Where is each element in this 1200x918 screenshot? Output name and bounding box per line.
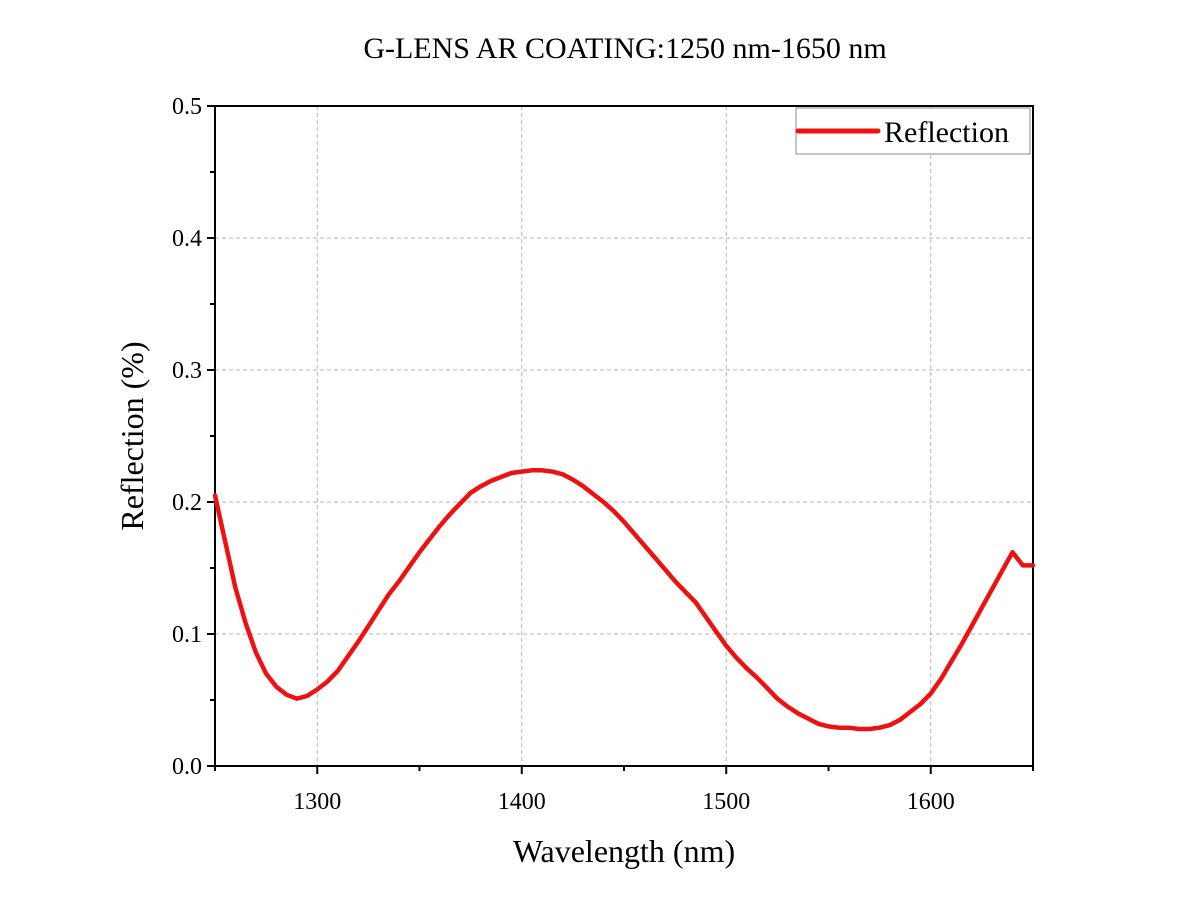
x-tick-label: 1400 xyxy=(498,789,546,815)
x-axis-title: Wavelength (nm) xyxy=(513,833,735,869)
y-axis-title: Reflection (%) xyxy=(114,341,150,530)
chart-title: G-LENS AR COATING:1250 nm-1650 nm xyxy=(363,32,886,65)
y-tick-label: 0.2 xyxy=(172,490,202,516)
legend: Reflection xyxy=(795,107,1031,155)
x-tick-label: 1500 xyxy=(702,789,750,815)
tick-labels: 1300 1400 1500 1600 0.0 0.1 0.2 0.3 0.4 0.5 xyxy=(172,94,955,815)
y-tick-label: 0.5 xyxy=(172,94,202,120)
axis-ticks xyxy=(207,105,932,774)
y-tick-label: 0.1 xyxy=(172,622,202,648)
y-tick-label: 0.4 xyxy=(172,226,202,252)
x-tick-label: 1300 xyxy=(293,789,341,815)
series-line-reflection xyxy=(212,468,1036,732)
series-layer xyxy=(212,468,1036,732)
y-tick-label: 0.0 xyxy=(172,754,202,780)
y-tick-label: 0.3 xyxy=(172,358,202,384)
plot-frame xyxy=(214,105,1034,767)
legend-label-reflection: Reflection xyxy=(884,116,1009,149)
grid-lines xyxy=(215,106,1033,766)
x-tick-label: 1600 xyxy=(907,789,955,815)
